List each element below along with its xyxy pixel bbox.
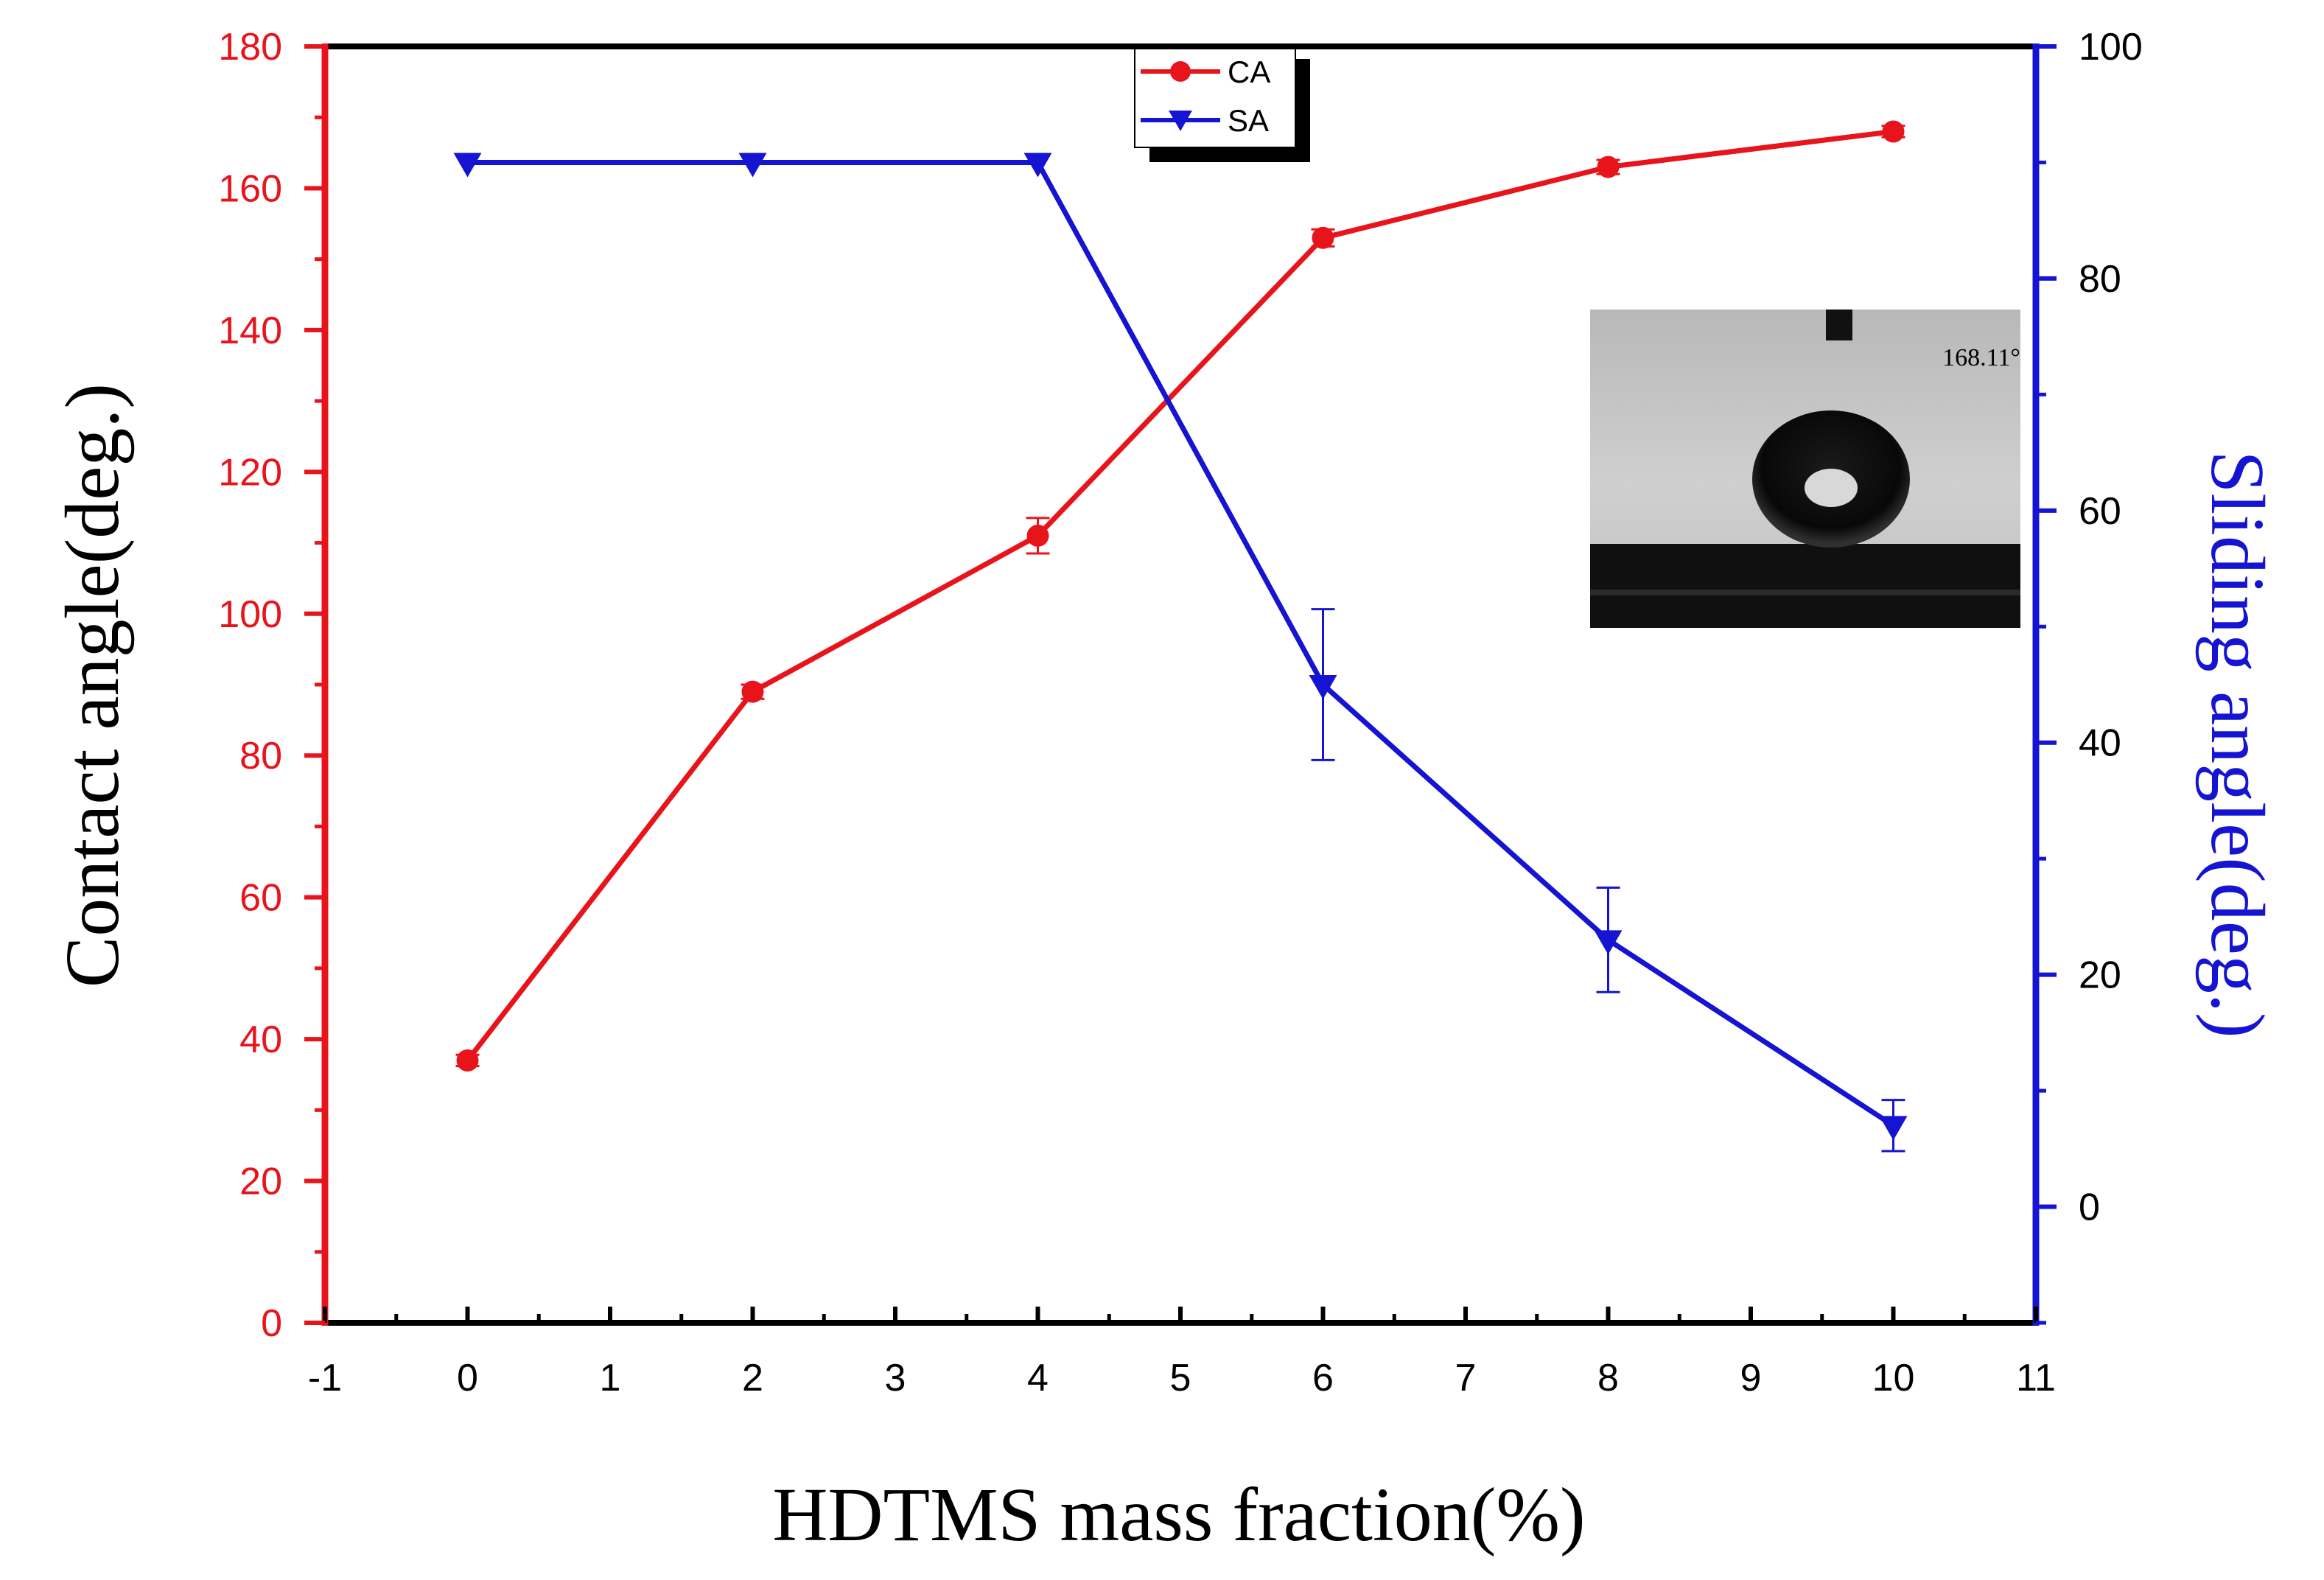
y2-tick-label: 0 [2079, 1186, 2100, 1229]
inset-droplet-photo: 168.11° [1590, 310, 2020, 628]
x-tick-label: 3 [885, 1357, 906, 1399]
data-point-sa [453, 153, 482, 178]
inset-substrate [1590, 544, 2020, 628]
data-point-sa [1879, 1116, 1908, 1141]
inset-substrate-band [1590, 590, 2020, 595]
x-tick-label: 1 [600, 1357, 621, 1399]
x-tick-label: 6 [1312, 1357, 1334, 1399]
y2-ticks: 0 20 40 60 80 100 [2036, 26, 2143, 1325]
x-tick-label: 8 [1597, 1357, 1619, 1399]
data-point-sa [1594, 930, 1623, 955]
y-tick-label: 0 [261, 1302, 282, 1345]
y-tick-label: 60 [239, 877, 282, 920]
data-point-ca [1882, 120, 1905, 143]
x-tick-label: 2 [742, 1357, 763, 1399]
data-point-ca [741, 680, 764, 703]
y-tick-label: 80 [239, 735, 282, 777]
y-ticks: 0 20 40 60 80 100 120 140 160 180 [218, 26, 325, 1345]
data-point-ca [456, 1049, 479, 1072]
y-tick-label: 100 [218, 593, 282, 636]
data-point-ca [1597, 155, 1620, 178]
data-point-ca [1026, 524, 1049, 547]
y2-tick-label: 80 [2079, 258, 2121, 301]
data-point-sa [738, 153, 767, 178]
x-ticks: -1 0 1 2 3 4 5 6 7 8 9 10 11 [308, 1307, 2056, 1399]
legend-marker-ca [1170, 61, 1191, 82]
x-tick-label: 11 [2016, 1357, 2056, 1399]
data-point-ca [1312, 226, 1334, 249]
data-point-sa [1023, 153, 1052, 178]
inset-needle [1826, 310, 1852, 340]
x-tick-label: 4 [1027, 1357, 1049, 1399]
legend: CA SA [1134, 48, 1310, 162]
y-tick-label: 120 [218, 451, 282, 494]
x-tick-label: 9 [1740, 1357, 1762, 1399]
legend-marker-sa [1169, 111, 1192, 131]
y2-tick-label: 60 [2079, 490, 2121, 533]
y-tick-label: 180 [218, 26, 282, 69]
inset-angle-label: 168.11° [1942, 344, 2020, 371]
x-axis-title: HDTMS mass fraction(%) [772, 1472, 1585, 1557]
legend-label-ca: CA [1228, 55, 1270, 89]
legend-label-sa: SA [1228, 103, 1269, 138]
series-line-sa [467, 159, 1895, 1128]
data-point-sa [1309, 675, 1337, 699]
x-tick-label: 5 [1170, 1357, 1191, 1399]
x-tick-label: -1 [308, 1357, 342, 1399]
y-tick-label: 40 [239, 1018, 282, 1061]
y2-tick-label: 100 [2079, 26, 2143, 69]
y-tick-label: 160 [218, 167, 282, 210]
y2-axis-title: Sliding angle(deg.) [2195, 450, 2280, 1038]
y-axis-title: Contact angle(deg.) [50, 383, 135, 988]
legend-box [1134, 48, 1296, 148]
inset-droplet-highlight [1805, 469, 1858, 507]
x-tick-label: 0 [457, 1357, 478, 1399]
series-layer [453, 120, 1908, 1153]
y-tick-label: 140 [218, 310, 282, 352]
series-line-ca [465, 128, 1894, 1063]
y2-tick-label: 40 [2079, 722, 2121, 765]
x-tick-label: 7 [1455, 1357, 1477, 1399]
y2-tick-label: 20 [2079, 954, 2121, 997]
y-tick-label: 20 [239, 1161, 282, 1203]
x-tick-label: 10 [1872, 1357, 1915, 1399]
